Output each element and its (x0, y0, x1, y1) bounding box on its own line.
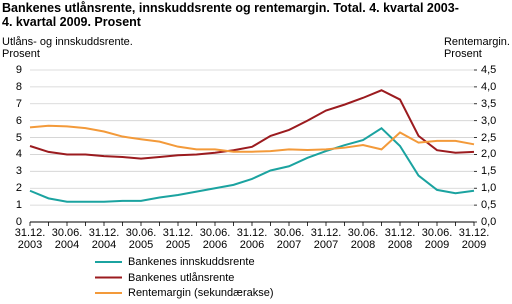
line-series (29, 89, 475, 160)
y-tick-label: 2 (15, 182, 22, 195)
x-tick-label: 31.12. 2006 (236, 227, 268, 251)
x-tick-label: 30.06. 2007 (273, 227, 305, 251)
y-axis-label: Utlåns- og innskuddsrente. Prosent (2, 36, 133, 60)
y2-axis-label: Rentemargin. Prosent (443, 36, 510, 60)
y-tick-label: 6 (15, 114, 22, 127)
y2-tick-label: 0,5 (481, 199, 497, 212)
y2-tick-label: 1,0 (481, 182, 497, 195)
x-tick-label: 31.12. 2004 (88, 227, 120, 251)
legend-label: Bankenes innskuddsrente (128, 256, 255, 268)
x-tick-label: 31.12. 2005 (162, 227, 194, 251)
y-tick-label: 7 (15, 97, 22, 110)
y-tick-label: 0 (15, 216, 22, 228)
x-tick-label: 30.06. 2008 (347, 227, 379, 251)
chart-title: Bankenes utlånsrente, innskuddsrente og … (2, 1, 459, 29)
y2-tick-label: 2,5 (481, 131, 497, 144)
y-tick-label: 4 (15, 148, 22, 161)
y-tick-label: 3 (15, 165, 22, 178)
y2-tick-label: 0,0 (481, 216, 497, 228)
line-series (29, 127, 475, 203)
y2-tick-label: 3,0 (481, 114, 497, 127)
y2-tick-label: 3,5 (481, 97, 497, 110)
x-tick-label: 30.06. 2005 (125, 227, 157, 251)
legend-label: Bankenes utlånsrente (128, 271, 235, 284)
x-tick-label: 31.12. 2009 (458, 227, 490, 251)
x-tick-label: 31.12. 2007 (310, 227, 342, 251)
x-tick-label: 30.06. 2006 (199, 227, 231, 251)
y2-tick-label: 4,5 (481, 64, 497, 76)
x-tick-label: 31.12. 2008 (384, 227, 416, 251)
line-series (29, 124, 475, 153)
x-tick-label: 30.06. 2009 (421, 227, 453, 251)
x-tick-label: 30.06. 2004 (51, 227, 83, 251)
y2-tick-label: 2,0 (481, 148, 497, 161)
y-tick-label: 5 (15, 131, 22, 144)
legend-label: Rentemargin (sekundærakse) (128, 287, 274, 299)
y-tick-label: 1 (15, 199, 22, 212)
y2-tick-label: 4,0 (481, 80, 497, 93)
x-tick-label: 31.12. 2003 (14, 227, 46, 251)
y-tick-label: 9 (15, 64, 22, 76)
y2-tick-label: 1,5 (481, 165, 497, 178)
y-tick-label: 8 (15, 80, 22, 93)
